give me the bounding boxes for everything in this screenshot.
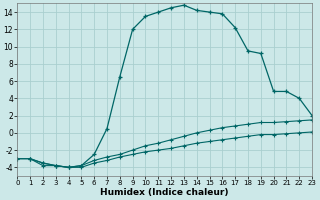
X-axis label: Humidex (Indice chaleur): Humidex (Indice chaleur) xyxy=(100,188,229,197)
